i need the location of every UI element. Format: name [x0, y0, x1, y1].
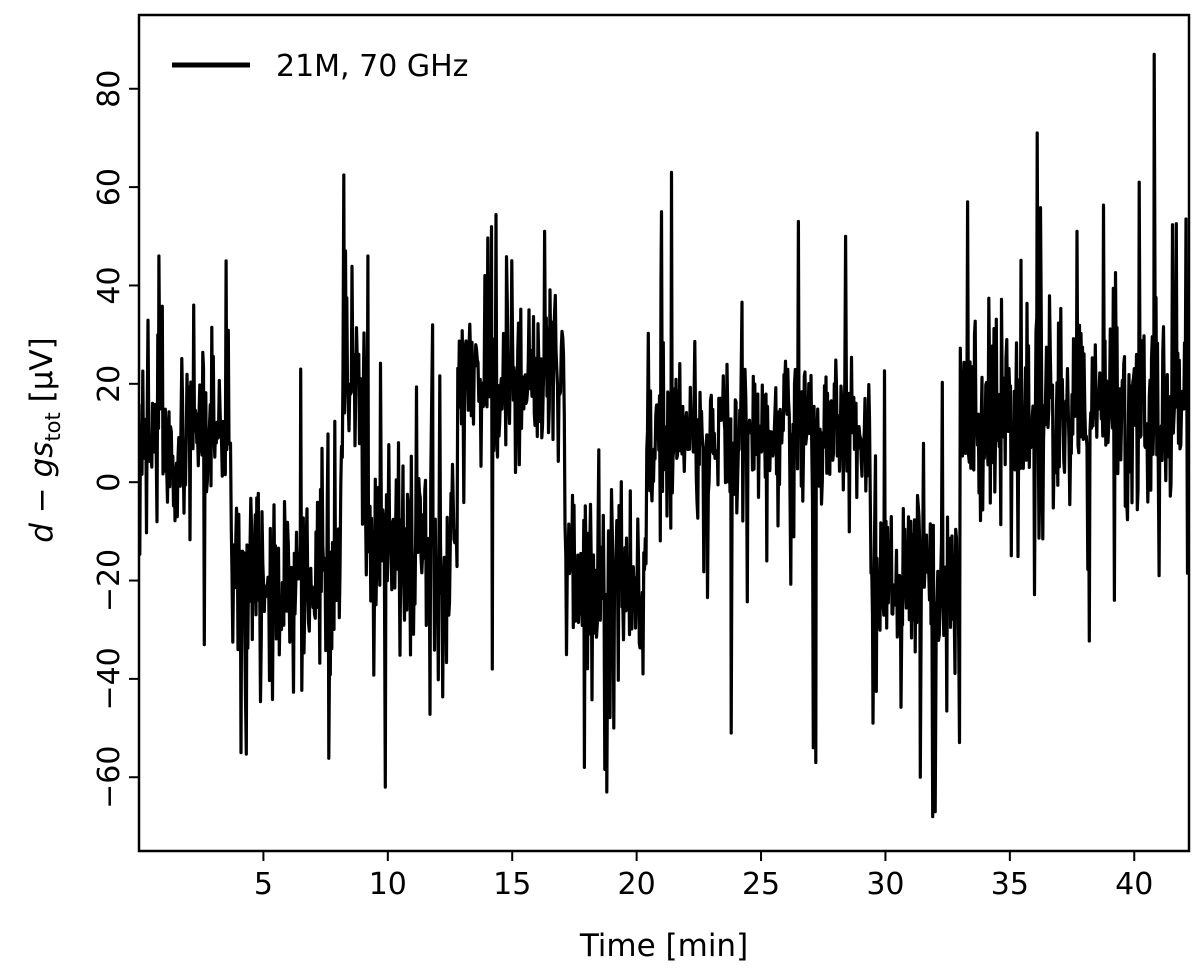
y-tick-label: −20: [92, 549, 127, 612]
y-tick-label: 80: [92, 70, 127, 108]
legend: 21M, 70 GHz: [172, 49, 468, 84]
y-axis-label-unit: [μV]: [24, 337, 60, 412]
y-tick-label: 20: [92, 365, 127, 403]
x-tick-label: 20: [618, 867, 656, 902]
x-tick-label: 30: [866, 867, 904, 902]
y-tick-label: 60: [92, 168, 127, 206]
x-tick-label: 15: [493, 867, 531, 902]
y-tick-label: 40: [92, 266, 127, 304]
y-tick-label: −60: [92, 746, 127, 809]
plot-frame: [137, 13, 1191, 853]
series-layer: [139, 52, 1189, 819]
series-line-21m-70ghz: [139, 52, 1189, 819]
x-tick-label: 10: [369, 867, 407, 902]
y-tick-label: 0: [92, 473, 127, 492]
x-axis: 5 10 15 20 25 30 35 40: [254, 851, 1153, 902]
y-tick-label: −40: [92, 647, 127, 710]
x-axis-label: Time [min]: [579, 928, 748, 964]
y-axis-label: d − gstot [μV]: [24, 337, 65, 543]
y-axis: −60 −40 −20 0 20 40 60 80: [92, 70, 139, 809]
y-axis-label-main: d − gs: [24, 442, 60, 543]
x-tick-label: 25: [742, 867, 780, 902]
x-tick-label: 5: [254, 867, 273, 902]
x-tick-label: 35: [991, 867, 1029, 902]
x-tick-label: 40: [1115, 867, 1153, 902]
legend-label: 21M, 70 GHz: [276, 49, 468, 84]
y-axis-label-sub: tot: [41, 412, 65, 441]
